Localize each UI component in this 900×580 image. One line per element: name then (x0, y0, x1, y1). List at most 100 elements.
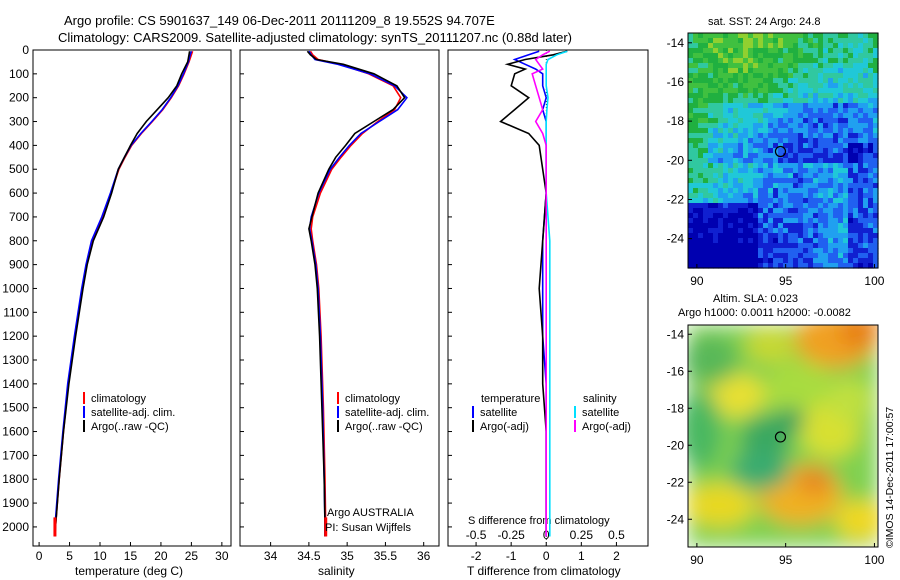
sst-cell (758, 213, 764, 219)
sst-cell (688, 183, 694, 189)
sst-cell (853, 213, 859, 219)
sst-cell (718, 158, 724, 164)
sst-cell (858, 133, 864, 139)
sst-cell (838, 173, 844, 179)
sst-cell (723, 248, 729, 254)
sst-cell (833, 73, 839, 79)
sst-cell (768, 153, 774, 159)
sst-cell (873, 98, 879, 104)
sst-cell (778, 113, 784, 119)
sla-blob (835, 500, 878, 540)
legend-label-satellite: satellite-adj. clim. (345, 407, 429, 419)
sst-cell (723, 103, 729, 109)
sst-cell (858, 128, 864, 134)
sst-cell (818, 108, 824, 114)
sst-cell (838, 123, 844, 129)
sst-cell (708, 148, 714, 154)
sst-cell (693, 68, 699, 74)
sst-cell (813, 213, 819, 219)
sst-cell (693, 123, 699, 129)
sst-cell (733, 258, 739, 264)
sst-cell (863, 198, 869, 204)
sst-cell (738, 193, 744, 199)
sst-cell (748, 163, 754, 169)
sst-cell (783, 213, 789, 219)
sst-cell (778, 33, 784, 39)
sst-cell (728, 208, 734, 214)
sst-cell (798, 218, 804, 224)
sst-cell (758, 128, 764, 134)
sst-cell (868, 113, 874, 119)
sst-cell (783, 253, 789, 259)
sst-cell (833, 123, 839, 129)
sst-cell (868, 233, 874, 239)
sst-cell (708, 158, 714, 164)
sst-cell (688, 138, 694, 144)
sst-cell (793, 38, 799, 44)
sst-cell (688, 98, 694, 104)
sst-cell (848, 38, 854, 44)
sst-cell (828, 193, 834, 199)
sst-cell (788, 233, 794, 239)
sst-cell (843, 103, 849, 109)
sst-cell (758, 33, 764, 39)
sst-cell (793, 203, 799, 209)
sst-cell (753, 193, 759, 199)
sst-cell (798, 78, 804, 84)
sst-cell (793, 73, 799, 79)
sst-cell (703, 208, 709, 214)
sla-blob (688, 483, 755, 527)
sst-cell (768, 98, 774, 104)
sst-cell (743, 238, 749, 244)
sst-cell (813, 123, 819, 129)
sst-cell (703, 168, 709, 174)
sst-cell (803, 253, 809, 259)
sst-cell (778, 158, 784, 164)
sst-cell (698, 48, 704, 54)
sst-cell (758, 258, 764, 264)
sst-cell (758, 148, 764, 154)
sst-cell (763, 193, 769, 199)
sst-cell (728, 183, 734, 189)
sst-cell (728, 163, 734, 169)
sst-cell (873, 223, 879, 229)
sst-cell (738, 258, 744, 264)
sst-cell (718, 213, 724, 219)
legend-label-s-satellite: satellite (582, 407, 619, 419)
salinity-tick-label: 35 (340, 549, 354, 563)
sst-cell (788, 248, 794, 254)
sst-cell (768, 43, 774, 49)
sst-cell (703, 148, 709, 154)
sst-cell (793, 68, 799, 74)
sst-cell (848, 223, 854, 229)
sst-cell (828, 223, 834, 229)
sst-cell (858, 143, 864, 149)
sst-cell (708, 178, 714, 184)
sst-cell (873, 133, 879, 139)
sst-cell (808, 243, 814, 249)
sst-cell (728, 168, 734, 174)
sst-cell (863, 138, 869, 144)
sst-cell (843, 48, 849, 54)
sst-cell (853, 163, 859, 169)
sst-cell (738, 238, 744, 244)
sst-cell (858, 53, 864, 59)
sst-cell (853, 198, 859, 204)
sst-cell (803, 158, 809, 164)
sst-cell (818, 258, 824, 264)
sst-cell (833, 238, 839, 244)
sst-cell (808, 43, 814, 49)
sst-cell (818, 113, 824, 119)
sst-cell (788, 73, 794, 79)
sst-cell (838, 248, 844, 254)
sst-cell (818, 223, 824, 229)
sst-cell (778, 53, 784, 59)
sst-cell (783, 173, 789, 179)
sst-cell (688, 258, 694, 264)
sst-cell (748, 248, 754, 254)
sst-cell (758, 68, 764, 74)
sst-cell (748, 233, 754, 239)
sst-cell (693, 138, 699, 144)
sst-cell (843, 243, 849, 249)
sst-cell (753, 178, 759, 184)
